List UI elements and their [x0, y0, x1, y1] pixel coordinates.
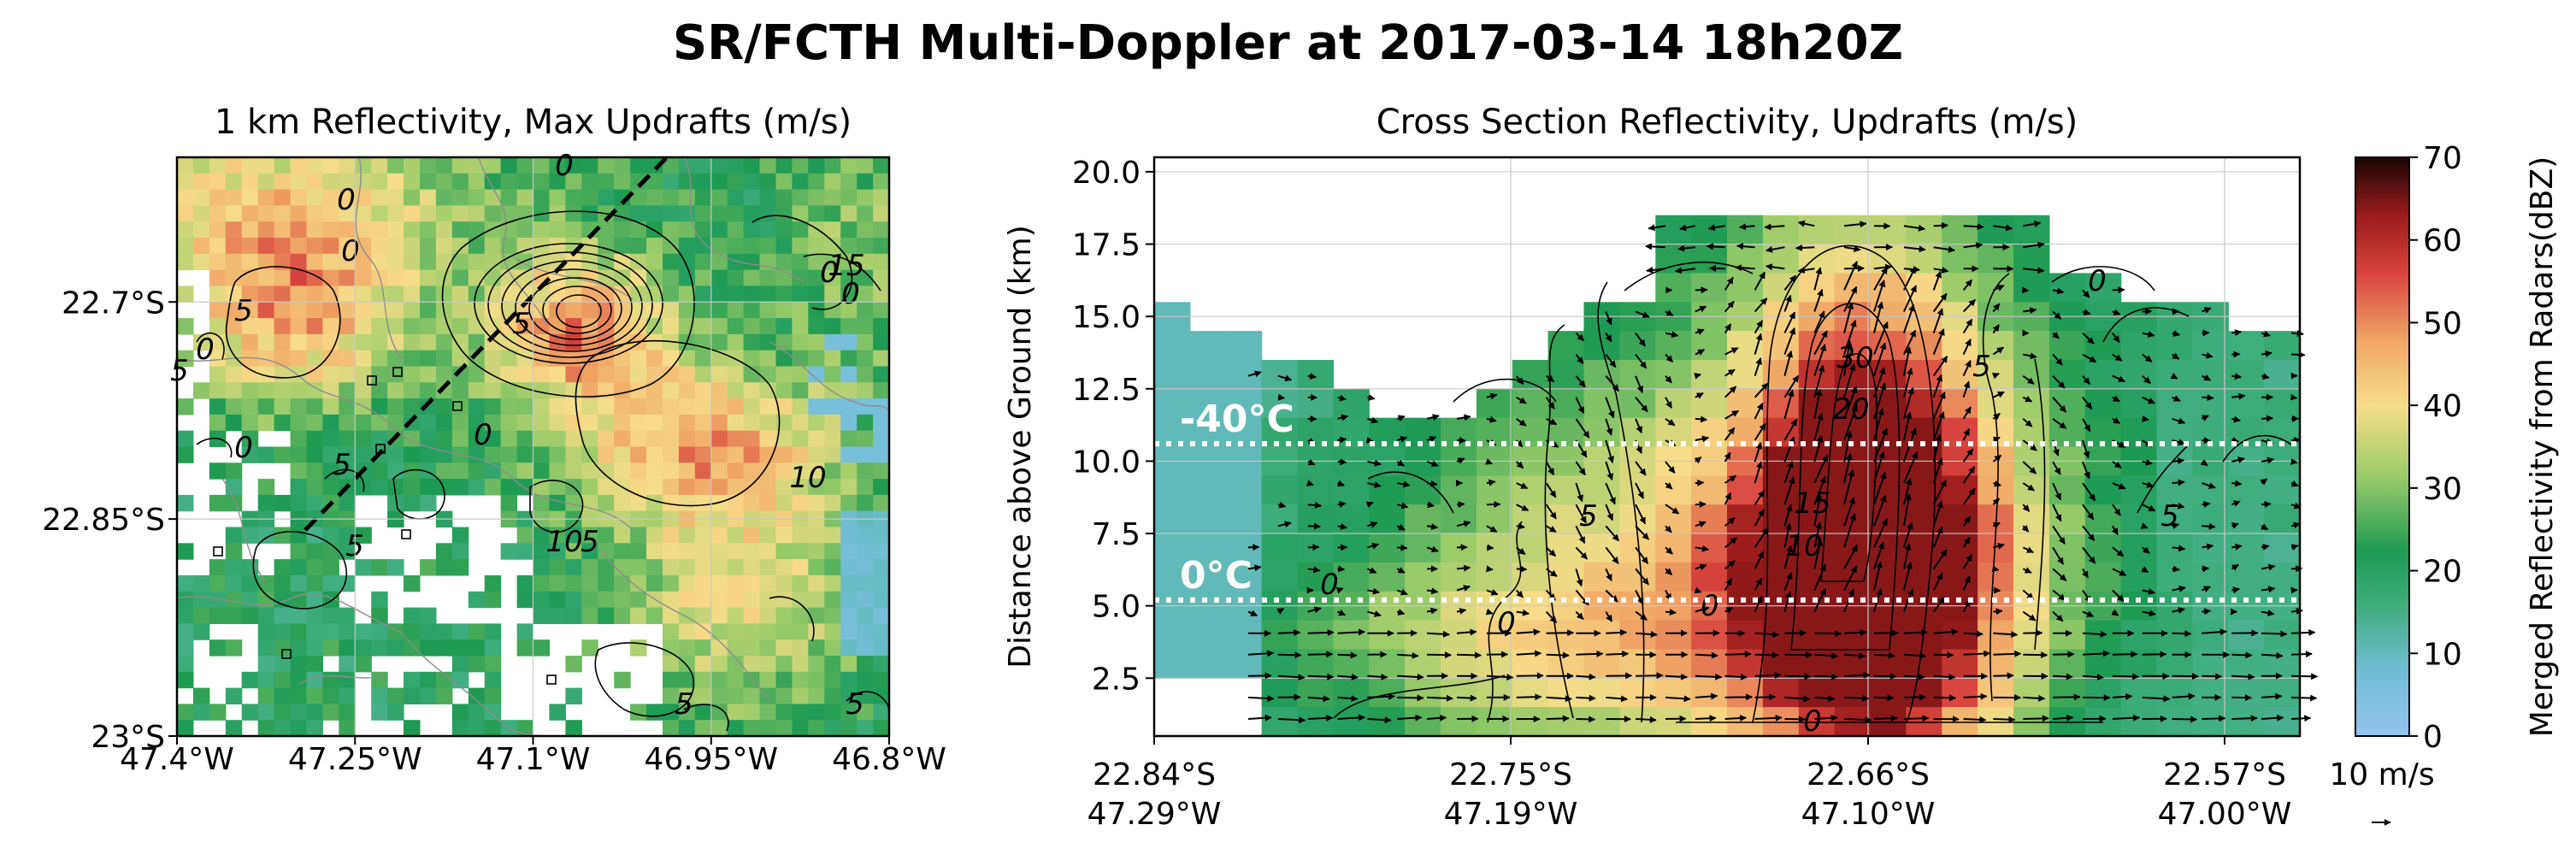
contour-label: 10: [545, 525, 582, 559]
colorbar-gradient: [2355, 157, 2409, 736]
colorbar-tick-label: 0: [2423, 720, 2443, 755]
y-tick-label: 12.5: [1072, 373, 1141, 408]
x-tick-label: 46.8°W: [832, 742, 946, 777]
y-tick-label: 20.0: [1072, 156, 1141, 191]
y-tick-label: 15.0: [1072, 300, 1141, 335]
contour-label: 5: [170, 354, 189, 388]
y-tick-label: 7.5: [1092, 517, 1141, 552]
x-tick-label-lat: 22.84°S: [1093, 757, 1216, 792]
cross-section-ylabel: Distance above Ground (km): [1003, 225, 1038, 669]
x-tick-label: 46.95°W: [644, 742, 778, 777]
contour-label: 0: [1320, 568, 1339, 602]
contour-label: 15: [828, 249, 864, 283]
cross-section-title: Cross Section Reflectivity, Updrafts (m/…: [1376, 103, 2078, 142]
contour-label: 5: [234, 294, 253, 328]
colorbar-tick-label: 40: [2423, 389, 2462, 424]
contour-label: 5: [581, 525, 599, 559]
x-tick-label-lon: 47.10°W: [1801, 797, 1936, 832]
colorbar-tick-label: 10: [2423, 637, 2462, 672]
colorbar-tick-label: 60: [2423, 224, 2462, 259]
isotherm-label: -40°C: [1180, 398, 1294, 441]
contour-label: 5: [846, 687, 864, 722]
contour-label: 0: [234, 431, 253, 465]
contour-label: 0: [337, 183, 356, 217]
plan-view-title: 1 km Reflectivity, Max Updrafts (m/s): [215, 103, 852, 142]
isotherm-label: 0°C: [1180, 554, 1253, 598]
contour-label: 0: [341, 234, 360, 268]
cross-section-panel: Cross Section Reflectivity, Updrafts (m/…: [1003, 103, 2317, 832]
vector-key-label: 10 m/s: [2329, 757, 2434, 792]
y-tick-label: 5.0: [1092, 590, 1141, 625]
contour-label: 0: [1497, 606, 1516, 640]
contour-label: 5: [2160, 499, 2179, 533]
colorbar-label: Merged Reflectivity from Radars(dBZ): [2525, 156, 2560, 737]
contour-label: 0: [2088, 264, 2107, 298]
contour-label: 0: [1803, 704, 1822, 739]
y-tick-label: 23°S: [91, 720, 165, 755]
plan-view-panel: 1 km Reflectivity, Max Updrafts (m/s) 0 0 0…: [42, 103, 946, 777]
contour-label: 0: [474, 418, 492, 452]
colorbar-tick-label: 50: [2423, 306, 2462, 341]
colorbar-tick-label: 20: [2423, 555, 2462, 590]
y-tick-label: 2.5: [1092, 662, 1141, 697]
contour-label: 0: [555, 149, 574, 183]
contour-label: 5: [333, 448, 351, 482]
x-tick-label: 47.25°W: [288, 742, 422, 777]
x-tick-label-lat: 22.66°S: [1807, 757, 1930, 792]
x-tick-label: 47.1°W: [476, 742, 591, 777]
vector-key: 10 m/s: [2329, 757, 2434, 822]
colorbar-tick-label: 30: [2423, 472, 2462, 507]
x-tick-label-lat: 22.57°S: [2163, 757, 2286, 792]
x-tick-label-lon: 47.19°W: [1444, 797, 1578, 832]
contour-label: 0: [196, 333, 215, 367]
contour-label: 30: [1836, 341, 1873, 375]
y-tick-label: 10.0: [1072, 445, 1141, 480]
y-tick-label: 22.7°S: [62, 286, 165, 321]
cross-section-reflectivity: [1154, 215, 2301, 737]
x-tick-label-lon: 47.29°W: [1088, 797, 1222, 832]
x-tick-label-lon: 47.00°W: [2158, 797, 2292, 832]
colorbar-tick-label: 70: [2423, 141, 2462, 176]
contour-label: 10: [789, 461, 826, 495]
contour-label: 5: [1972, 350, 1991, 384]
colorbar: 0 10 20 30 40 50 60 70 Merged Reflectivity from …: [2355, 141, 2560, 755]
y-tick-label: 22.85°S: [42, 503, 165, 538]
x-tick-label-lat: 22.75°S: [1449, 757, 1572, 792]
contour-label: 5: [675, 687, 693, 722]
contour-label: 15: [1794, 486, 1830, 521]
y-tick-label: 17.5: [1072, 228, 1141, 263]
contour-label: 0: [1701, 589, 1719, 623]
figure-title: SR/FCTH Multi-Doppler at 2017-03-14 18h2…: [0, 15, 2576, 71]
